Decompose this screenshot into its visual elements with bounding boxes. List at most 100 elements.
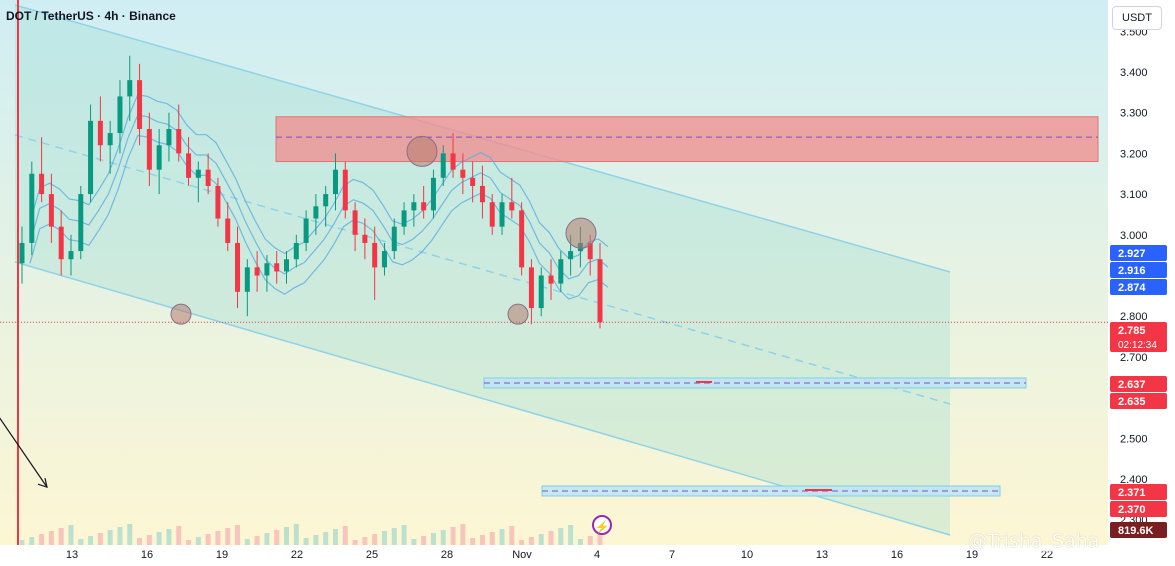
price-label-value: 2.371 <box>1118 487 1146 499</box>
ma-ribbon-line <box>29 134 609 300</box>
candle-body <box>195 169 201 178</box>
time-tick-label: Nov <box>512 549 532 561</box>
candle-body <box>479 185 485 203</box>
candle-body <box>440 153 446 178</box>
price-label-value: 2.370 <box>1118 504 1146 516</box>
candle-body <box>372 242 378 268</box>
volume-bar <box>568 525 574 545</box>
volume-bar <box>519 540 525 545</box>
candle-body <box>323 194 329 207</box>
candle-body <box>156 145 162 170</box>
candle-body <box>313 206 319 219</box>
volume-bar <box>303 538 309 545</box>
volume-bar <box>156 532 162 545</box>
watermark: @Trisha_Saha <box>968 530 1100 552</box>
candle-body <box>127 80 133 97</box>
time-tick-label: 4 <box>594 549 600 561</box>
candle-body <box>401 210 407 227</box>
candle-body <box>274 263 280 272</box>
candle-body <box>587 242 593 260</box>
volume-bar <box>254 536 260 545</box>
candle-body <box>205 169 211 186</box>
time-tick-label: 25 <box>366 549 378 561</box>
candle-body <box>421 202 427 211</box>
price-label-value: 2.635 <box>1118 396 1146 408</box>
price-tick-label: 3.400 <box>1120 67 1148 79</box>
volume-bar <box>548 531 554 545</box>
candle-body <box>303 218 309 243</box>
candle-body <box>146 128 152 170</box>
volume-bar <box>577 539 583 545</box>
volume-bar <box>117 527 123 545</box>
candle-body <box>519 210 525 268</box>
volume-bar <box>48 531 54 545</box>
candle-body <box>284 259 290 272</box>
price-tick-label: 2.500 <box>1120 433 1148 445</box>
candle-body <box>225 218 231 243</box>
volume-bar <box>558 528 564 545</box>
price-tick-label: 3.200 <box>1120 148 1148 160</box>
price-label-box <box>1110 322 1167 352</box>
volume-bar <box>244 539 250 545</box>
price-label-box <box>1110 484 1167 500</box>
volume-bar <box>137 538 143 545</box>
price-label-box <box>1110 522 1167 538</box>
volume-bar <box>362 537 368 545</box>
price-label-value: 2.785 <box>1118 325 1146 337</box>
volume-bar <box>470 538 476 545</box>
volume-bar <box>88 536 94 545</box>
candle-body <box>391 226 397 252</box>
volume-bar <box>538 534 544 545</box>
volume-bar <box>313 535 319 545</box>
price-label-box <box>1110 279 1167 295</box>
volume-bar <box>411 539 417 545</box>
volume-bar <box>166 529 172 545</box>
price-label-value: 2.927 <box>1118 248 1146 260</box>
candle-body <box>450 153 456 170</box>
time-tick-label: 19 <box>966 549 978 561</box>
volume-bar <box>450 527 456 545</box>
candle-body <box>39 173 45 195</box>
candle-body <box>58 226 64 260</box>
price-label-box <box>1110 262 1167 278</box>
candle-body <box>68 251 74 260</box>
volume-bar <box>587 536 593 545</box>
time-tick-label: 19 <box>216 549 228 561</box>
candle-body <box>264 263 270 276</box>
time-tick-label: 16 <box>141 549 153 561</box>
channel-fill <box>15 5 950 535</box>
candle-body <box>166 128 172 146</box>
time-axis <box>0 545 1108 566</box>
candle-body <box>97 120 103 146</box>
volume-bar <box>372 534 378 545</box>
candle-body <box>235 242 241 292</box>
currency-button[interactable]: USDT <box>1112 6 1162 30</box>
candle-body <box>597 259 603 323</box>
volume-bar <box>479 535 485 545</box>
volume-bar <box>293 524 299 545</box>
candle-body <box>107 133 113 146</box>
candle-body <box>460 169 466 178</box>
candle-body <box>430 177 436 211</box>
time-tick-label: 16 <box>891 549 903 561</box>
candle-body <box>137 80 143 129</box>
volume-bar <box>29 537 35 545</box>
volume-bar <box>97 533 103 545</box>
candle-body <box>352 210 358 235</box>
price-tick-label: 3.100 <box>1120 189 1148 201</box>
chart-background <box>0 0 1108 545</box>
flash-event-icon[interactable]: ⚡ <box>592 515 612 535</box>
candle-body <box>117 96 123 134</box>
candle-body <box>538 275 544 309</box>
highlight-circle <box>565 217 597 249</box>
volume-bar <box>391 528 397 545</box>
price-tick-label: 3.000 <box>1120 230 1148 242</box>
symbol-title[interactable]: DOT / TetherUS · 4h · Binance <box>6 9 176 23</box>
price-tick-label: 3.300 <box>1120 108 1148 120</box>
volume-bar <box>186 540 192 545</box>
volume-bar <box>342 526 348 545</box>
volume-bar <box>323 532 329 545</box>
volume-bar <box>509 526 515 545</box>
volume-bar <box>68 525 74 545</box>
